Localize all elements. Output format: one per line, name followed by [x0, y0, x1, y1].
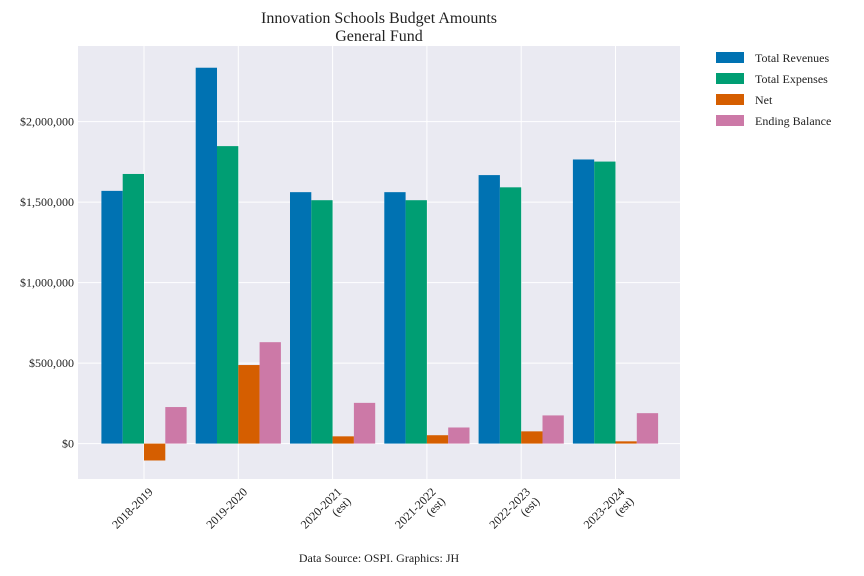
x-tick-label-line: 2019-2020: [203, 485, 250, 532]
bar-total-expenses: [311, 200, 333, 444]
y-tick-label: $1,000,000: [20, 276, 74, 290]
bar-total-expenses: [405, 200, 427, 444]
x-tick-label-text: 2020-2021(est): [298, 485, 354, 541]
y-tick-labels: $0 $500,000 $1,000,000 $1,500,000 $2,000,000: [20, 115, 74, 451]
x-tick-label: 2018-2019: [109, 485, 156, 532]
bars: [101, 67, 659, 461]
bar-net: [144, 443, 166, 461]
legend-label: Total Expenses: [755, 72, 828, 86]
bar-total-expenses: [217, 146, 239, 444]
bar-net: [426, 435, 449, 444]
x-tick-label-text: 2023-2024(est): [581, 485, 637, 541]
y-tick-label: $500,000: [29, 356, 74, 370]
data-source-label: Data Source: OSPI. Graphics: JH: [299, 551, 460, 565]
x-tick-label-line: 2018-2019: [109, 485, 156, 532]
x-tick-label-text: 2019-2020: [203, 485, 250, 532]
legend-label: Total Revenues: [755, 51, 829, 65]
bar-total-revenues: [572, 159, 595, 444]
legend-swatch: [716, 73, 744, 84]
bar-ending-balance: [353, 402, 376, 444]
y-tick-label: $1,500,000: [20, 195, 74, 209]
bar-ending-balance: [448, 427, 470, 444]
x-tick-label: 2022-2023(est): [486, 485, 542, 541]
x-tick-label-text: 2022-2023(est): [486, 485, 542, 541]
legend-swatch: [716, 52, 744, 63]
x-tick-label: 2023-2024(est): [581, 485, 637, 541]
bar-net: [332, 436, 354, 444]
x-tick-label-text: 2021-2022(est): [392, 485, 448, 541]
bar-net: [521, 431, 543, 444]
bar-total-revenues: [101, 190, 123, 444]
chart-title-line-1: Innovation Schools Budget Amounts: [261, 10, 497, 27]
x-tick-labels: 2018-2019 2019-2020 2020-2021(est) 2021-202…: [109, 485, 637, 541]
bar-total-revenues: [195, 67, 217, 444]
bar-total-revenues: [478, 175, 500, 444]
x-tick-label-text: 2018-2019: [109, 485, 156, 532]
y-tick-label: $0: [62, 437, 74, 451]
bar-total-revenues: [384, 192, 406, 444]
bar-total-expenses: [594, 161, 616, 444]
bar-net: [238, 365, 260, 444]
bar-total-expenses: [122, 173, 144, 444]
bar-total-expenses: [499, 187, 522, 444]
bar-ending-balance: [636, 413, 659, 444]
bar-ending-balance: [542, 415, 564, 444]
y-tick-label: $2,000,000: [20, 115, 74, 129]
legend-swatch: [716, 94, 744, 105]
legend: Total Revenues Total Expenses Net Ending Ba…: [716, 51, 831, 128]
legend-label: Net: [755, 93, 773, 107]
legend-label: Ending Balance: [755, 114, 831, 128]
bar-ending-balance: [259, 342, 281, 444]
x-tick-label: 2021-2022(est): [392, 485, 448, 541]
legend-swatch: [716, 115, 744, 126]
bar-total-revenues: [290, 192, 312, 444]
bar-ending-balance: [165, 407, 187, 444]
chart-title-line-2: General Fund: [335, 28, 423, 45]
bar-net: [615, 441, 637, 444]
x-tick-label: 2019-2020: [203, 485, 250, 532]
x-tick-label: 2020-2021(est): [298, 485, 354, 541]
